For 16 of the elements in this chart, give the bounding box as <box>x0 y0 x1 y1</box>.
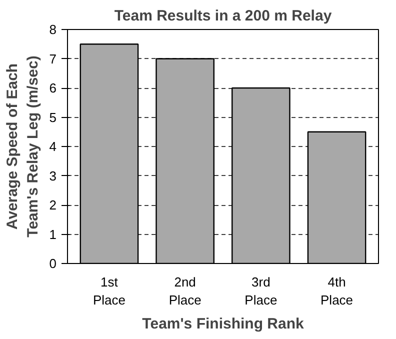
y-tick-label: 3 <box>49 168 57 184</box>
y-tick-label: 0 <box>49 256 57 271</box>
y-tick-label: 2 <box>49 198 57 212</box>
x-axis-title: Team's Finishing Rank <box>142 316 304 332</box>
y-axis-title: Average Speed of Each Team's Relay Leg (m/sec) <box>4 56 42 238</box>
x-tick-label: 2nd Place <box>168 274 202 308</box>
y-tick-label: 8 <box>49 22 57 37</box>
y-tick-label: 5 <box>49 110 57 125</box>
y-tick-label: 1 <box>49 226 57 242</box>
x-tick-label: 3rd Place <box>244 274 278 308</box>
chart-title: Team Results in a 200 m Relay <box>114 8 332 24</box>
x-tick-label: 1st Place <box>92 274 126 308</box>
y-tick-label: 4 <box>49 139 57 154</box>
y-tick-label: 7 <box>49 51 57 66</box>
x-tick-label: 4th Place <box>320 274 354 308</box>
y-tick-label: 6 <box>49 80 57 96</box>
